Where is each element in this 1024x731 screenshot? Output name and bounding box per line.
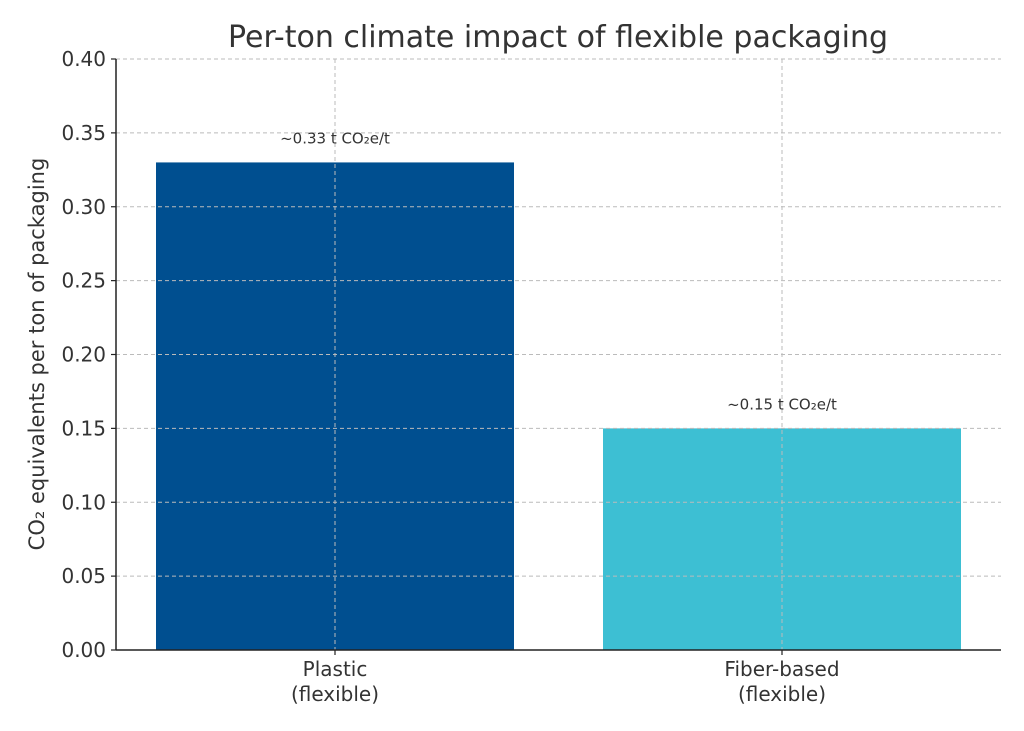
y-tick-label: 0.40 bbox=[61, 47, 106, 71]
y-tick-label: 0.05 bbox=[61, 564, 106, 588]
x-tick-label: Fiber-based bbox=[724, 657, 839, 681]
y-tick-label: 0.30 bbox=[61, 195, 106, 219]
data-label: ~0.33 t CO₂e/t bbox=[280, 129, 390, 147]
x-tick-label: (flexible) bbox=[291, 682, 379, 706]
y-axis-label: CO₂ equivalents per ton of packaging bbox=[25, 158, 49, 551]
y-tick-label: 0.20 bbox=[61, 343, 106, 367]
y-tick-label: 0.10 bbox=[61, 490, 106, 514]
chart-title: Per-ton climate impact of flexible packa… bbox=[228, 20, 888, 55]
x-tick-label: Plastic bbox=[303, 657, 368, 681]
x-tick-label: (flexible) bbox=[738, 682, 826, 706]
data-label: ~0.15 t CO₂e/t bbox=[727, 395, 837, 413]
y-tick-label: 0.35 bbox=[61, 121, 106, 145]
y-tick-label: 0.15 bbox=[61, 416, 106, 440]
y-tick-label: 0.00 bbox=[61, 638, 106, 662]
y-tick-label: 0.25 bbox=[61, 269, 106, 293]
